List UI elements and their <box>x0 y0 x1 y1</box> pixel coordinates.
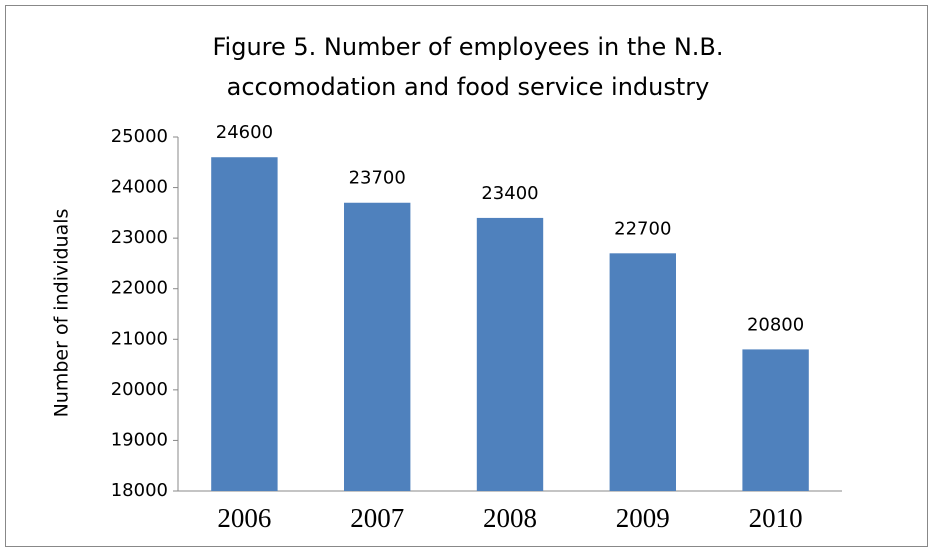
y-tick-label: 22000 <box>111 278 168 299</box>
y-tick-label: 19000 <box>111 429 168 450</box>
bar <box>344 202 411 491</box>
y-tick-label: 18000 <box>111 480 168 501</box>
bar <box>476 217 544 491</box>
data-label: 23400 <box>481 183 538 204</box>
data-label: 20800 <box>747 314 804 335</box>
x-tick-label: 2006 <box>217 503 271 533</box>
y-tick-label: 24000 <box>111 177 168 198</box>
data-label: 23700 <box>349 168 406 189</box>
chart-title: accomodation and food service industry <box>227 73 710 101</box>
x-tick-label: 2009 <box>616 503 670 533</box>
y-tick-label: 23000 <box>111 227 168 248</box>
data-label: 22700 <box>614 218 671 239</box>
bar <box>609 253 676 491</box>
y-tick-label: 20000 <box>111 379 168 400</box>
x-tick-label: 2007 <box>350 503 404 533</box>
y-tick-label: 21000 <box>111 328 168 349</box>
bar <box>742 349 809 491</box>
y-tick-label: 25000 <box>111 126 168 147</box>
data-label: 24600 <box>216 122 273 143</box>
bar <box>211 157 278 491</box>
x-tick-label: 2010 <box>749 503 803 533</box>
x-tick-label: 2008 <box>483 503 537 533</box>
y-axis-label: Number of individuals <box>51 209 73 418</box>
chart-title: Figure 5. Number of employees in the N.B… <box>212 33 723 61</box>
